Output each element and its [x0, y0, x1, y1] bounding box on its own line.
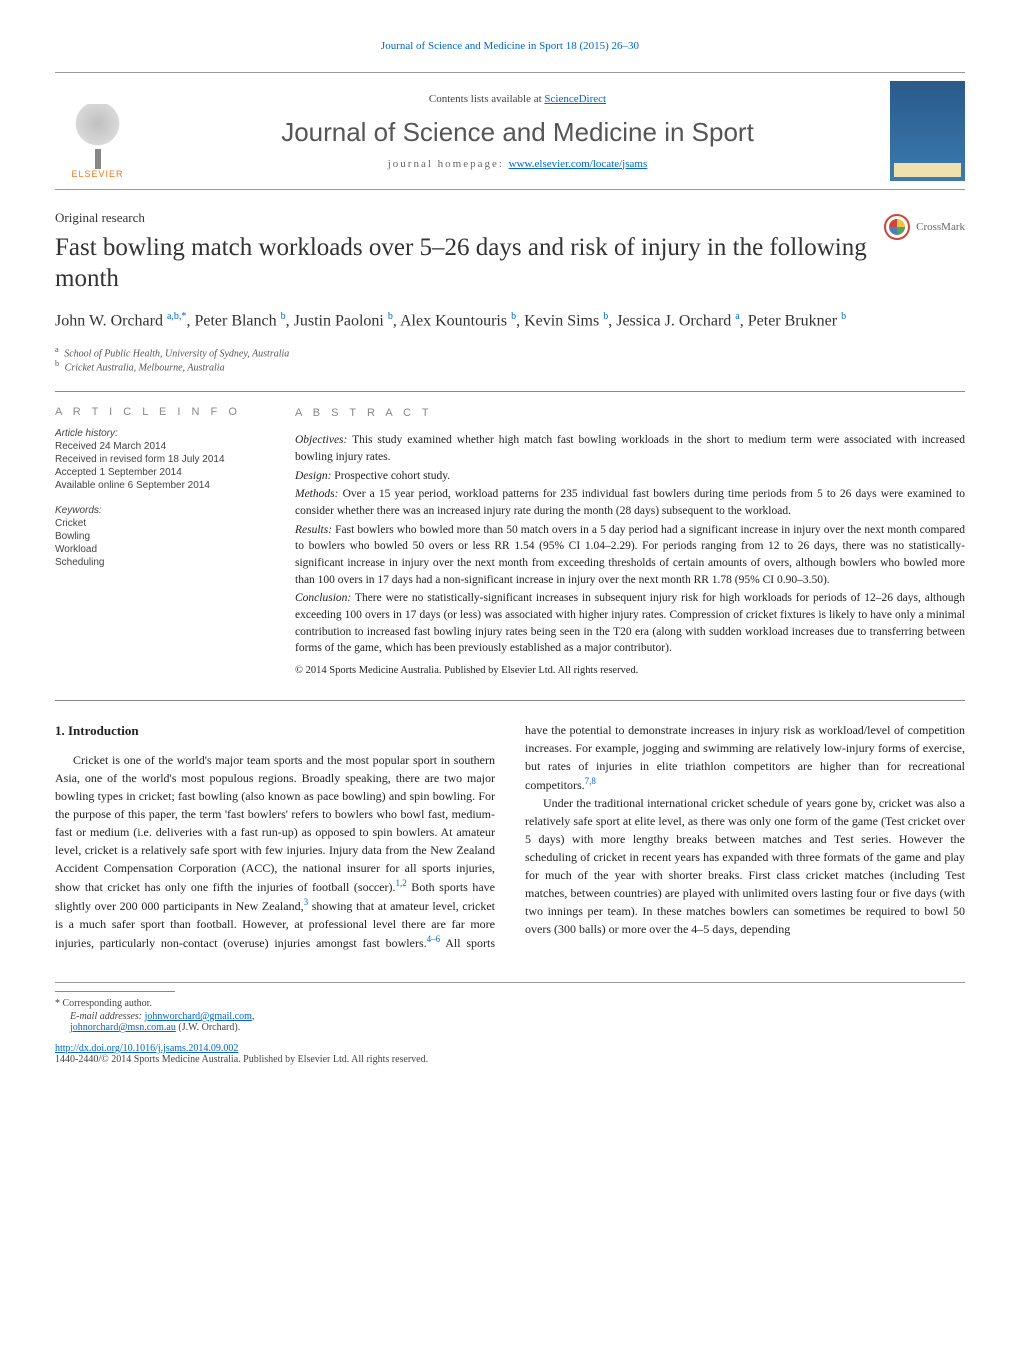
- affiliation-line: a School of Public Health, University of…: [55, 345, 965, 359]
- objectives-text: This study examined whether high match f…: [295, 434, 965, 463]
- crossmark-label: CrossMark: [916, 221, 965, 233]
- abstract-head: A B S T R A C T: [295, 406, 965, 422]
- article-info-head: A R T I C L E I N F O: [55, 406, 255, 418]
- history-line: Received in revised form 18 July 2014: [55, 454, 255, 465]
- masthead: ELSEVIER Contents lists available at Sci…: [55, 72, 965, 190]
- keyword-lines: Cricket Bowling Workload Scheduling: [55, 518, 255, 568]
- section-heading: 1. Introduction: [55, 721, 495, 741]
- crossmark-icon: [884, 214, 910, 240]
- article-title: Fast bowling match workloads over 5–26 d…: [55, 232, 965, 295]
- journal-title: Journal of Science and Medicine in Sport: [160, 117, 875, 148]
- info-abstract-row: A R T I C L E I N F O Article history: R…: [55, 406, 965, 701]
- body-text: 1. Introduction Cricket is one of the wo…: [55, 721, 965, 952]
- homepage-link[interactable]: www.elsevier.com/locate/jsams: [509, 158, 648, 170]
- publisher-name: ELSEVIER: [71, 169, 123, 179]
- email-link-1[interactable]: johnworchard@gmail.com: [145, 1011, 252, 1022]
- doi-link[interactable]: http://dx.doi.org/10.1016/j.jsams.2014.0…: [55, 1043, 238, 1054]
- email-link-2[interactable]: johnorchard@msn.com.au: [70, 1022, 176, 1033]
- header-citation: Journal of Science and Medicine in Sport…: [55, 40, 965, 52]
- history-head: Article history:: [55, 428, 255, 439]
- methods-text: Over a 15 year period, workload patterns…: [295, 488, 965, 517]
- corresponding-author: * Corresponding author.: [55, 998, 965, 1009]
- paragraph-3: Under the traditional international cric…: [525, 794, 965, 938]
- objectives-label: Objectives:: [295, 434, 347, 446]
- conclusion-label: Conclusion:: [295, 592, 351, 604]
- abstract: A B S T R A C T Objectives: This study e…: [295, 406, 965, 680]
- results-text: Fast bowlers who bowled more than 50 mat…: [295, 524, 965, 586]
- design-text: Prospective cohort study.: [334, 470, 450, 482]
- elsevier-logo: ELSEVIER: [55, 84, 140, 179]
- history-line: Available online 6 September 2014: [55, 480, 255, 491]
- email-person: (J.W. Orchard).: [176, 1022, 240, 1033]
- history-lines: Received 24 March 2014 Received in revise…: [55, 441, 255, 491]
- contents-prefix: Contents lists available at: [429, 93, 544, 105]
- sciencedirect-link[interactable]: ScienceDirect: [544, 93, 606, 105]
- homepage-label: journal homepage:: [388, 158, 509, 170]
- email-label: E-mail addresses:: [70, 1011, 145, 1022]
- article-info: A R T I C L E I N F O Article history: R…: [55, 406, 255, 680]
- doi: http://dx.doi.org/10.1016/j.jsams.2014.0…: [55, 1043, 965, 1054]
- keyword: Scheduling: [55, 557, 255, 568]
- design-label: Design:: [295, 470, 331, 482]
- keywords-head: Keywords:: [55, 505, 255, 516]
- history-line: Accepted 1 September 2014: [55, 467, 255, 478]
- issn-copyright: 1440-2440/© 2014 Sports Medicine Austral…: [55, 1054, 965, 1065]
- masthead-center: Contents lists available at ScienceDirec…: [160, 93, 875, 170]
- keyword: Bowling: [55, 531, 255, 542]
- footer: * Corresponding author. E-mail addresses…: [55, 982, 965, 1065]
- cite-ref[interactable]: 1,2: [396, 878, 407, 888]
- keyword: Workload: [55, 544, 255, 555]
- crossmark[interactable]: CrossMark: [884, 214, 965, 240]
- email-addresses: E-mail addresses: johnworchard@gmail.com…: [55, 1011, 965, 1033]
- results-label: Results:: [295, 524, 332, 536]
- journal-homepage: journal homepage: www.elsevier.com/locat…: [160, 158, 875, 170]
- footnote-divider: [55, 991, 175, 992]
- conclusion-text: There were no statistically-significant …: [295, 592, 965, 654]
- methods-label: Methods:: [295, 488, 338, 500]
- history-line: Received 24 March 2014: [55, 441, 255, 452]
- affiliations: a School of Public Health, University of…: [55, 345, 965, 374]
- abstract-copyright: © 2014 Sports Medicine Australia. Publis…: [295, 663, 965, 678]
- cite-ref[interactable]: 7,8: [585, 776, 596, 786]
- authors: John W. Orchard a,b,*, Peter Blanch b, J…: [55, 309, 965, 333]
- cite-ref[interactable]: 4–6: [427, 934, 441, 944]
- affiliation-line: b Cricket Australia, Melbourne, Australi…: [55, 359, 965, 373]
- elsevier-tree-icon: [70, 104, 125, 169]
- journal-cover-thumb: [890, 81, 965, 181]
- section-type: Original research: [55, 210, 965, 226]
- divider: [55, 391, 965, 392]
- keyword: Cricket: [55, 518, 255, 529]
- contents-available: Contents lists available at ScienceDirec…: [160, 93, 875, 105]
